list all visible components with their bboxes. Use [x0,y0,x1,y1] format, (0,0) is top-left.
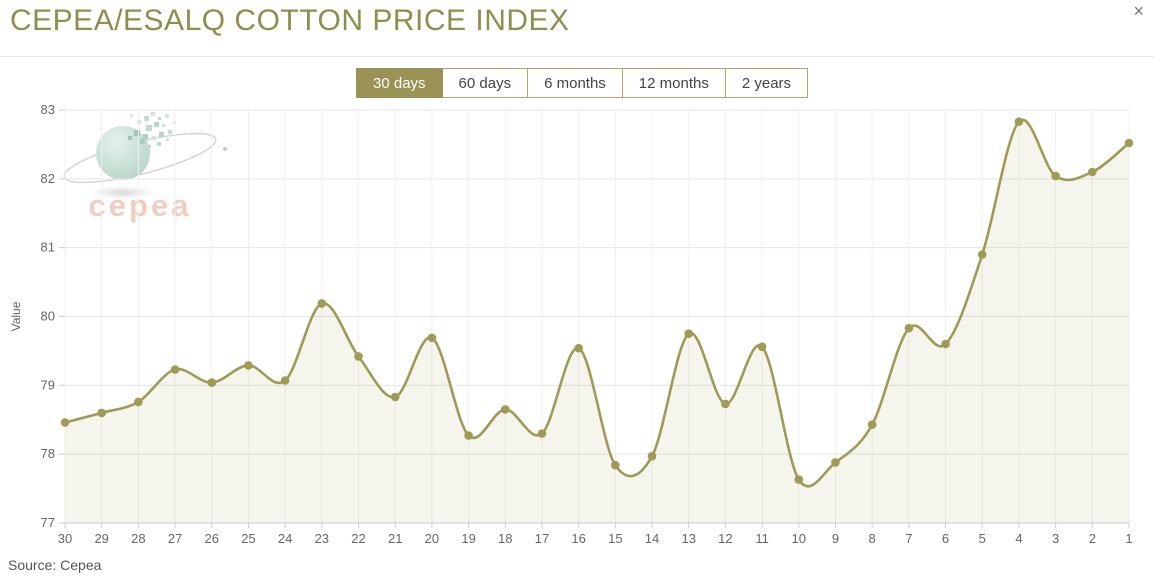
data-point-marker[interactable] [941,339,950,349]
tab-30-days[interactable]: 30 days [356,68,443,98]
data-point-marker[interactable] [244,361,253,370]
x-axis-label: 2 [1089,531,1096,546]
x-axis-label: 11 [755,531,769,546]
x-axis-label: 27 [168,531,182,546]
y-axis-label: 81 [41,240,55,255]
data-point-marker[interactable] [60,418,70,427]
x-axis-label: 8 [869,531,876,546]
y-axis-label: 80 [41,309,55,324]
data-point-marker[interactable] [207,378,217,387]
data-point-marker[interactable] [574,343,583,353]
x-axis-label: 21 [388,531,402,546]
x-axis-label: 15 [608,531,622,546]
page-title: CEPEA/ESALQ COTTON PRICE INDEX [10,4,570,37]
data-point-marker[interactable] [867,420,877,429]
x-axis-label: 6 [942,531,949,546]
x-axis-label: 18 [498,531,512,546]
x-axis-label: 3 [1052,531,1059,546]
data-point-marker[interactable] [904,323,914,333]
x-axis-label: 5 [979,531,986,546]
x-axis-label: 22 [351,531,365,546]
data-point-marker[interactable] [427,333,437,343]
data-point-marker[interactable] [1051,171,1060,181]
y-axis-label: 79 [41,377,55,392]
x-axis-label: 25 [241,531,255,546]
data-point-marker[interactable] [537,429,547,438]
tab-label: 12 months [638,74,709,92]
data-point-marker[interactable] [280,376,290,385]
y-axis-label: 77 [41,515,55,530]
x-axis-label: 16 [571,531,585,546]
data-point-marker[interactable] [1014,117,1024,126]
x-axis-label: 29 [94,531,108,546]
source-note: Source: Cepea [8,557,102,573]
series-area-fill [65,119,1129,524]
tab-6-months[interactable]: 6 months [528,68,623,98]
data-point-marker[interactable] [354,352,363,361]
tab-2-years[interactable]: 2 years [725,68,809,98]
data-point-marker[interactable] [611,460,620,470]
x-axis-label: 10 [792,531,806,546]
data-point-marker[interactable] [390,392,400,402]
data-point-marker[interactable] [757,342,767,352]
tab-12-months[interactable]: 12 months [622,68,726,98]
y-axis-label: 82 [41,171,55,186]
y-axis-label: 83 [41,102,55,117]
x-axis-label: 1 [1125,531,1132,546]
x-axis-label: 19 [461,531,475,546]
data-point-marker[interactable] [684,329,693,338]
x-axis-label: 7 [905,531,912,546]
data-point-marker[interactable] [1088,167,1097,177]
data-point-marker[interactable] [647,451,657,461]
x-axis-label: 20 [425,531,439,546]
x-axis-label: 30 [58,531,72,546]
x-axis-label: 4 [1015,531,1022,546]
data-point-marker[interactable] [794,475,804,484]
data-point-marker[interactable] [134,397,143,407]
x-axis-label: 13 [681,531,695,546]
tab-label: 2 years [741,74,792,92]
data-point-marker[interactable] [721,399,730,409]
y-axis-label: 78 [41,446,55,461]
header: CEPEA/ESALQ COTTON PRICE INDEX × [0,0,1154,57]
data-point-marker[interactable] [97,408,106,418]
x-axis-label: 28 [131,531,145,546]
data-point-marker[interactable] [1124,138,1134,148]
tab-60-days[interactable]: 60 days [442,68,529,98]
period-tabs: 30 days 60 days 6 months 12 months 2 years [356,68,809,98]
data-point-marker[interactable] [170,365,180,374]
data-point-marker[interactable] [977,250,987,259]
x-axis-label: 14 [645,531,659,546]
x-axis-label: 23 [315,531,329,546]
x-axis-label: 26 [205,531,219,546]
close-icon[interactable]: × [1133,1,1144,21]
x-axis-label: 12 [718,531,732,546]
data-point-marker[interactable] [501,405,510,414]
tab-label: 6 months [544,74,606,92]
data-point-marker[interactable] [831,458,840,467]
data-point-marker[interactable] [464,431,473,440]
tab-label: 60 days [458,74,512,92]
tab-label: 30 days [373,74,426,92]
x-axis-label: 24 [278,531,292,546]
x-axis-label: 9 [832,531,839,546]
x-axis-label: 17 [535,531,549,546]
data-point-marker[interactable] [317,299,327,308]
y-axis-title: Value [9,301,23,331]
price-chart: cepea 77 78 79 80 81 82 83 30 29 28 27 26 25 24 23 22 21… [0,100,1154,556]
